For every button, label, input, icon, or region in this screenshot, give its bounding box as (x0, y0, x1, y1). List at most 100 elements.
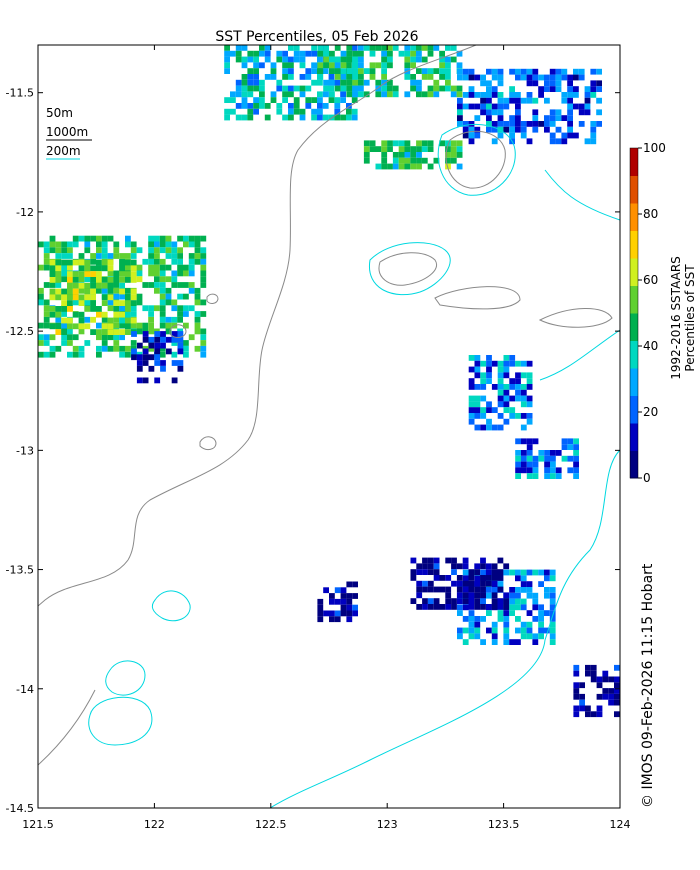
sst-pixel-5 (491, 121, 498, 127)
sst-pixel-4 (381, 91, 387, 98)
sst-pixel-4 (375, 79, 382, 86)
sst-pixel-11 (614, 711, 620, 718)
sst-pixel-5 (584, 86, 591, 92)
sst-pixel-10 (422, 580, 428, 587)
sst-pixel-7 (497, 378, 504, 384)
sst-pixel-4 (334, 68, 341, 74)
sst-pixel-0 (148, 270, 154, 277)
colorbar-segment (630, 395, 638, 424)
sst-pixel-4 (358, 62, 364, 69)
sst-pixel-3 (247, 103, 254, 109)
sst-pixel-7 (486, 372, 492, 379)
sst-pixel-0 (119, 293, 125, 300)
sst-pixel-10 (433, 586, 440, 593)
sst-pixel-3 (264, 56, 271, 63)
sst-pixel-3 (264, 114, 271, 121)
sst-pixel-4 (317, 45, 324, 51)
sst-pixel-0 (125, 287, 131, 294)
contour-legend: 50m 1000m 200m (46, 106, 92, 160)
sst-pixel-10 (468, 598, 475, 604)
sst-pixel-0 (136, 299, 143, 306)
sst-pixel-10 (422, 586, 428, 593)
sst-pixel-0 (188, 235, 195, 242)
sst-pixel-5 (515, 121, 521, 127)
sst-pixel-0 (107, 299, 114, 306)
sst-pixel-0 (61, 334, 67, 341)
sst-pixel-6 (392, 163, 399, 170)
sst-pixel-7 (486, 407, 492, 413)
sst-pixel-3 (305, 103, 312, 109)
sst-pixel-5 (468, 132, 475, 139)
sst-pixel-7 (526, 360, 533, 367)
sst-pixel-3 (322, 91, 329, 98)
sst-pixel-4 (334, 74, 341, 80)
sst-pixel-0 (154, 287, 160, 294)
sst-pixel-9 (503, 639, 510, 645)
sst-pixel-4 (329, 62, 335, 69)
sst-pixel-7 (520, 424, 527, 431)
sst-pixel-4 (352, 56, 358, 63)
sst-pixel-3 (311, 62, 317, 69)
sst-pixel-0 (194, 287, 201, 294)
sst-pixel-5 (468, 74, 475, 81)
sst-pixel-6 (445, 163, 451, 170)
sst-pixel-4 (329, 91, 335, 98)
sst-pixel-4 (433, 85, 440, 92)
sst-pixel-0 (154, 305, 160, 312)
sst-pixel-1 (55, 288, 62, 295)
sst-pixel-1 (96, 329, 102, 335)
sst-pixel-5 (462, 68, 469, 75)
sst-pixel-9 (526, 569, 533, 576)
sst-pixel-8 (532, 455, 539, 462)
sst-pixel-1 (67, 277, 73, 283)
sst-pixel-5 (584, 92, 591, 98)
sst-pixel-9 (526, 581, 533, 587)
sst-pixel-0 (61, 270, 67, 277)
sst-pixel-6 (381, 140, 388, 147)
sst-pixel-5 (486, 109, 492, 116)
sst-pixel-1 (84, 259, 91, 266)
sst-pixel-1 (90, 277, 96, 283)
sst-pixel-0 (55, 316, 62, 323)
sst-pixel-10 (427, 557, 434, 564)
legend-label: 200m (46, 144, 81, 158)
sst-pixel-0 (38, 241, 44, 248)
sst-pixel-8 (544, 450, 550, 456)
sst-pixel-4 (323, 50, 329, 57)
sst-pixel-0 (55, 241, 62, 248)
sst-pixel-2 (131, 348, 137, 355)
sst-pixel-4 (369, 45, 376, 51)
sst-pixel-5 (532, 97, 539, 104)
sst-pixel-2 (154, 360, 161, 366)
sst-pixel-0 (165, 287, 172, 294)
sst-pixel-0 (107, 334, 114, 341)
map-title: SST Percentiles, 05 Feb 2026 (215, 29, 418, 45)
sst-pixel-1 (67, 288, 73, 295)
sst-pixel-11 (619, 711, 620, 718)
sst-pixel-0 (177, 270, 183, 277)
sst-pixel-0 (183, 270, 189, 277)
sst-pixel-0 (113, 287, 120, 294)
sst-pixel-5 (480, 92, 486, 98)
sst-pixel-3 (305, 85, 312, 92)
sst-pixel-4 (416, 45, 422, 51)
sst-pixel-12 (317, 616, 324, 623)
sst-pixel-5 (474, 126, 481, 133)
sst-pixel-4 (346, 85, 353, 92)
sst-pixel-3 (253, 97, 259, 103)
sst-pixel-5 (526, 97, 533, 104)
sst-pixel-0 (148, 305, 154, 312)
sst-pixel-11 (614, 664, 620, 671)
sst-pixel-9 (509, 587, 515, 593)
sst-pixel-0 (200, 253, 207, 259)
sst-pixel-6 (450, 157, 457, 164)
sst-pixel-9 (526, 633, 533, 640)
sst-pixel-9 (544, 592, 550, 599)
sst-pixel-1 (84, 282, 91, 289)
sst-pixel-7 (480, 395, 487, 402)
sst-pixel-10 (497, 575, 504, 581)
sst-pixel-9 (549, 610, 556, 616)
sst-pixel-0 (101, 340, 108, 346)
sst-pixel-0 (183, 351, 189, 358)
sst-pixel-3 (311, 97, 317, 103)
